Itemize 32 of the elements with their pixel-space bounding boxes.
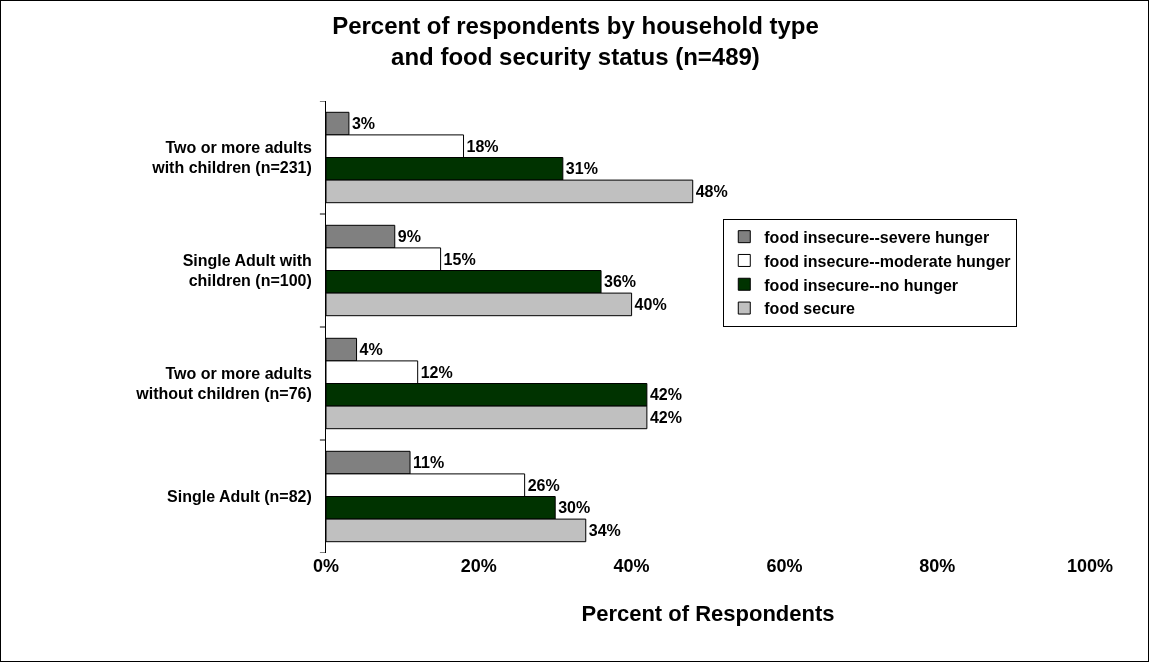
x-tick-label: 0% [312, 556, 340, 576]
y-tick-label: Two or more adults with children (n=231) [151, 138, 312, 177]
x-tick-label: 60% [766, 556, 803, 576]
y-tick-label: Single Adult (n=82) [167, 488, 312, 506]
data-label: 15% [443, 250, 476, 268]
legend-label: food insecure--no hunger [764, 276, 959, 294]
x-tick-label: 20% [460, 556, 497, 576]
y-tick-label: Two or more adults without children (n=76) [135, 364, 312, 403]
data-label: 34% [588, 521, 621, 539]
data-label: 48% [695, 182, 728, 200]
legend-label: food insecure--severe hunger [764, 228, 990, 246]
data-label: 26% [527, 476, 560, 494]
legend-label: food insecure--moderate hunger [764, 252, 1011, 270]
data-label: 18% [466, 137, 499, 155]
y-tick-label: Single Adult with children (n=100) [182, 251, 312, 290]
data-label: 36% [604, 273, 637, 291]
data-label: 4% [359, 341, 383, 359]
x-tick-label: 80% [919, 556, 956, 576]
data-label: 30% [558, 499, 591, 517]
data-label: 42% [649, 408, 682, 426]
data-label: 42% [649, 386, 682, 404]
data-label: 11% [413, 454, 445, 472]
data-label: 9% [397, 228, 421, 246]
data-label: 3% [351, 115, 376, 133]
data-label: 31% [565, 160, 598, 178]
x-tick-label: 40% [613, 556, 650, 576]
chart-title: Percent of respondents by household type and food security status (n=489) [332, 12, 819, 71]
data-label: 40% [634, 295, 667, 313]
x-axis-title: Percent of Respondents [581, 600, 835, 626]
legend-label: food secure [764, 300, 856, 318]
data-label: 12% [420, 363, 453, 381]
x-tick-label: 100% [1066, 556, 1114, 576]
